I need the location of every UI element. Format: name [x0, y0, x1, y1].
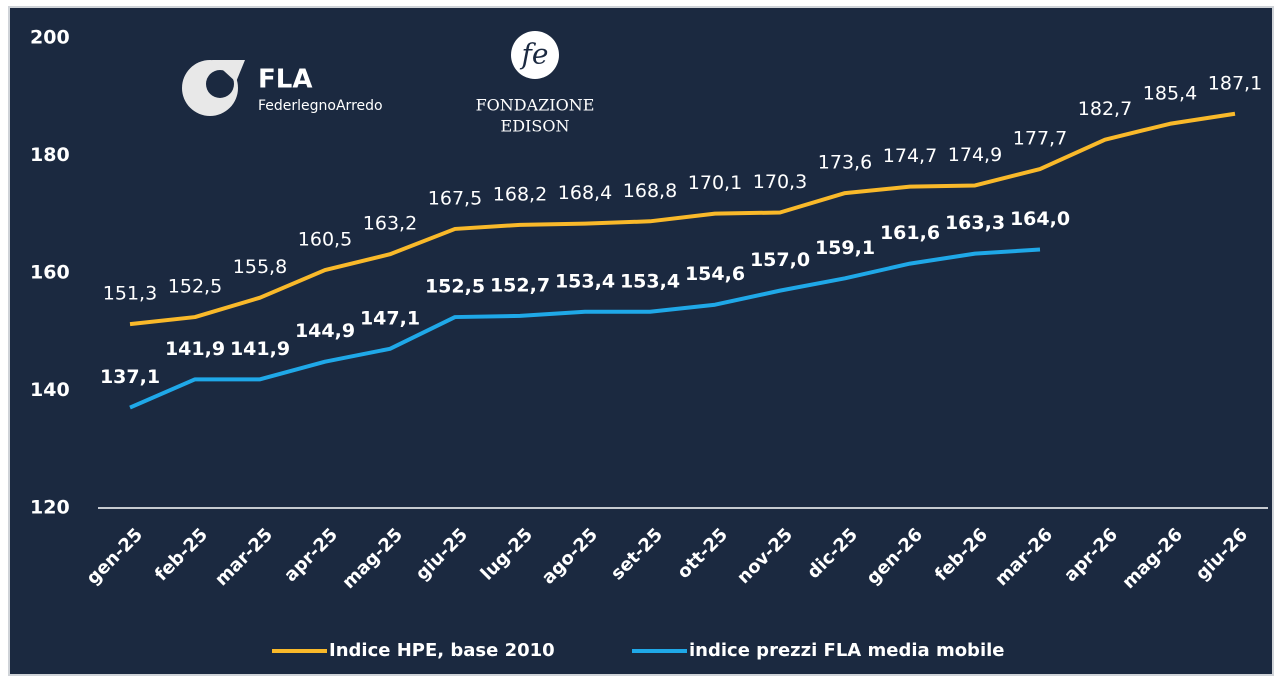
logo-text: FLA — [258, 65, 312, 95]
svg-text:fe: fe — [520, 38, 549, 71]
legend-label: indice prezzi FLA media mobile — [689, 640, 1005, 661]
data-label: 159,1 — [815, 237, 875, 259]
data-label: 185,4 — [1143, 82, 1197, 104]
data-label: 167,5 — [428, 187, 482, 209]
data-label: 147,1 — [360, 307, 420, 329]
logo-text: EDISON — [501, 117, 570, 136]
data-label: 168,4 — [558, 182, 612, 204]
data-label: 182,7 — [1078, 98, 1132, 120]
data-label: 163,3 — [945, 212, 1005, 234]
data-label: 141,9 — [165, 338, 225, 360]
logo-text: FederlegnoArredo — [258, 98, 383, 114]
data-label: 170,1 — [688, 172, 742, 194]
data-label: 187,1 — [1208, 72, 1262, 94]
data-label: 168,2 — [493, 183, 547, 205]
data-label: 152,5 — [425, 276, 485, 298]
data-label: 170,3 — [753, 171, 807, 193]
data-label: 153,4 — [620, 270, 680, 292]
y-tick-label: 120 — [30, 497, 70, 519]
y-tick-label: 160 — [30, 262, 70, 284]
data-label: 164,0 — [1010, 208, 1070, 230]
series-line — [129, 111, 1236, 327]
fla-logo — [182, 60, 245, 116]
data-label: 177,7 — [1013, 128, 1067, 150]
background — [8, 6, 1274, 676]
data-label: 152,7 — [490, 274, 550, 296]
data-label: 168,8 — [623, 180, 677, 202]
data-label: 174,9 — [948, 144, 1002, 166]
data-label: 155,8 — [233, 256, 287, 278]
data-label: 141,9 — [230, 338, 290, 360]
data-label: 154,6 — [685, 263, 745, 285]
data-label: 173,6 — [818, 152, 872, 174]
data-label: 144,9 — [295, 320, 355, 342]
data-label: 174,7 — [883, 145, 937, 167]
data-label: 157,0 — [750, 249, 810, 271]
legend-label: Indice HPE, base 2010 — [329, 640, 555, 661]
data-label: 153,4 — [555, 270, 615, 292]
data-label: 137,1 — [100, 366, 160, 388]
y-tick-label: 200 — [30, 27, 70, 49]
y-tick-label: 180 — [30, 144, 70, 166]
data-label: 161,6 — [880, 222, 940, 244]
edison-logo: fe — [511, 31, 559, 79]
data-label: 151,3 — [103, 283, 157, 305]
y-tick-label: 140 — [30, 379, 70, 401]
data-label: 163,2 — [363, 213, 417, 235]
data-label: 152,5 — [168, 276, 222, 298]
logo-text: FONDAZIONE — [476, 96, 595, 115]
series-line — [129, 247, 1041, 410]
data-label: 160,5 — [298, 229, 352, 251]
